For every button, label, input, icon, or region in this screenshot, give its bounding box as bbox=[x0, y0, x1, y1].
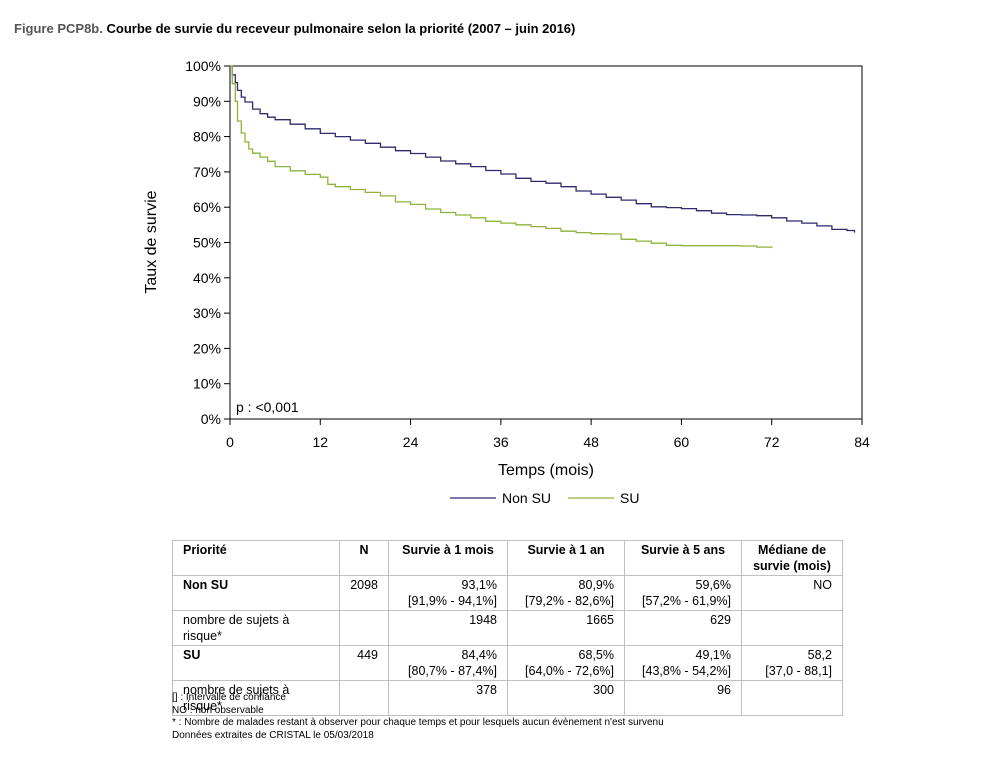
footnote: Données extraites de CRISTAL le 05/03/20… bbox=[172, 729, 374, 741]
header-mediane: Médiane de survie (mois) bbox=[741, 540, 843, 576]
risk-5-year-cell: 96 bbox=[624, 680, 742, 716]
survival-1-year-cell: 80,9% [79,2% - 82,6%] bbox=[507, 575, 625, 611]
x-tick-label: 72 bbox=[764, 434, 780, 450]
empty-cell bbox=[741, 680, 843, 716]
value: 49,1% bbox=[695, 648, 731, 662]
x-tick-label: 12 bbox=[312, 434, 328, 450]
y-tick-label: 70% bbox=[193, 164, 221, 180]
header-n: N bbox=[339, 540, 389, 576]
footnote: [] : Intervalle de confiance bbox=[172, 692, 286, 703]
y-tick-label: 10% bbox=[193, 376, 221, 392]
figure-title-text: Courbe de survie du receveur pulmonaire … bbox=[106, 21, 576, 36]
table-header-row: Priorité N Survie à 1 mois Survie à 1 an… bbox=[172, 540, 843, 576]
risk-label-cell: nombre de sujets à risque* bbox=[172, 680, 340, 716]
ci: [79,2% - 82,6%] bbox=[525, 594, 614, 608]
value: NO bbox=[813, 578, 832, 592]
survival-1-year-cell: 68,5% [64,0% - 72,6%] bbox=[507, 645, 625, 681]
figure-title: Figure PCP8b. Courbe de survie du receve… bbox=[14, 21, 575, 36]
x-tick-label: 48 bbox=[583, 434, 599, 450]
group-cell: SU bbox=[172, 645, 340, 681]
ci: [37,0 - 88,1] bbox=[765, 664, 832, 678]
value: 59,6% bbox=[695, 578, 731, 592]
y-tick-label: 40% bbox=[193, 270, 221, 286]
empty-cell bbox=[339, 610, 389, 646]
x-axis-label: Temps (mois) bbox=[498, 462, 594, 479]
figure-label: Figure PCP8b. bbox=[14, 21, 103, 36]
footnote: * : Nombre de malades restant à observer… bbox=[172, 717, 664, 728]
ci: [91,9% - 94,1%] bbox=[408, 594, 497, 608]
value: 68,5% bbox=[578, 648, 614, 662]
x-tick-label: 60 bbox=[674, 434, 690, 450]
value: 84,4% bbox=[461, 648, 497, 662]
y-tick-label: 20% bbox=[193, 340, 221, 356]
legend-label: Non SU bbox=[502, 490, 551, 506]
table-row-at-risk: nombre de sujets à risque* 378 300 96 bbox=[172, 680, 843, 716]
legend-label: SU bbox=[620, 490, 639, 506]
group-cell: Non SU bbox=[172, 575, 340, 611]
x-tick-label: 0 bbox=[226, 434, 234, 450]
table-row: Non SU 2098 93,1% [91,9% - 94,1%] 80,9% [7… bbox=[172, 575, 843, 611]
plot-frame bbox=[229, 65, 863, 420]
risk-1-month-cell: 1948 bbox=[388, 610, 508, 646]
ci: [57,2% - 61,9%] bbox=[642, 594, 731, 608]
survival-1-month-cell: 93,1% [91,9% - 94,1%] bbox=[388, 575, 508, 611]
value: 80,9% bbox=[578, 578, 614, 592]
survival-5-year-cell: 49,1% [43,8% - 54,2%] bbox=[624, 645, 742, 681]
n-cell: 449 bbox=[339, 645, 389, 681]
risk-label-cell: nombre de sujets à risque* bbox=[172, 610, 340, 646]
value: 58,2 bbox=[807, 648, 832, 662]
header-survie-1-mois: Survie à 1 mois bbox=[388, 540, 508, 576]
risk-5-year-cell: 629 bbox=[624, 610, 742, 646]
median-cell: NO bbox=[741, 575, 843, 611]
n-cell: 2098 bbox=[339, 575, 389, 611]
y-tick-label: 60% bbox=[193, 199, 221, 215]
table-row-at-risk: nombre de sujets à risque* 1948 1665 629 bbox=[172, 610, 843, 646]
x-tick-label: 84 bbox=[854, 434, 870, 450]
header-survie-5-ans: Survie à 5 ans bbox=[624, 540, 742, 576]
header-priorite: Priorité bbox=[172, 540, 340, 576]
risk-1-year-cell: 1665 bbox=[507, 610, 625, 646]
ci: [43,8% - 54,2%] bbox=[642, 664, 731, 678]
y-tick-label: 80% bbox=[193, 129, 221, 145]
survival-table: Priorité N Survie à 1 mois Survie à 1 an… bbox=[172, 540, 843, 716]
footnotes: [] : Intervalle de confiance NO : non ob… bbox=[172, 692, 664, 742]
y-tick-label: 50% bbox=[193, 235, 221, 251]
x-tick-label: 24 bbox=[403, 434, 419, 450]
ci: [64,0% - 72,6%] bbox=[525, 664, 614, 678]
series-line-su bbox=[230, 65, 773, 249]
empty-cell bbox=[741, 610, 843, 646]
table-row: SU 449 84,4% [80,7% - 87,4%] 68,5% [64,0% … bbox=[172, 645, 843, 681]
legend: Non SU SU bbox=[450, 490, 639, 506]
p-value-annotation: p : <0,001 bbox=[236, 399, 299, 415]
x-tick-label: 36 bbox=[493, 434, 509, 450]
series-line-non-su bbox=[230, 65, 856, 233]
y-tick-label: 100% bbox=[185, 58, 221, 74]
median-cell: 58,2 [37,0 - 88,1] bbox=[741, 645, 843, 681]
y-tick-label: 0% bbox=[201, 411, 221, 427]
survival-1-month-cell: 84,4% [80,7% - 87,4%] bbox=[388, 645, 508, 681]
footnote: NO : non observable bbox=[172, 704, 264, 716]
y-tick-label: 90% bbox=[193, 93, 221, 109]
y-tick-label: 30% bbox=[193, 305, 221, 321]
risk-1-month-cell: 378 bbox=[388, 680, 508, 716]
risk-1-year-cell: 300 bbox=[507, 680, 625, 716]
header-survie-1-an: Survie à 1 an bbox=[507, 540, 625, 576]
survival-chart: 0% 10% 20% 30% 40% 50% 60% 70% 80% 90% 100% 0 12 24 3… bbox=[143, 58, 870, 506]
ci: [80,7% - 87,4%] bbox=[408, 664, 497, 678]
value: 93,1% bbox=[461, 578, 497, 592]
survival-5-year-cell: 59,6% [57,2% - 61,9%] bbox=[624, 575, 742, 611]
y-axis-label: Taux de survie bbox=[143, 190, 160, 293]
